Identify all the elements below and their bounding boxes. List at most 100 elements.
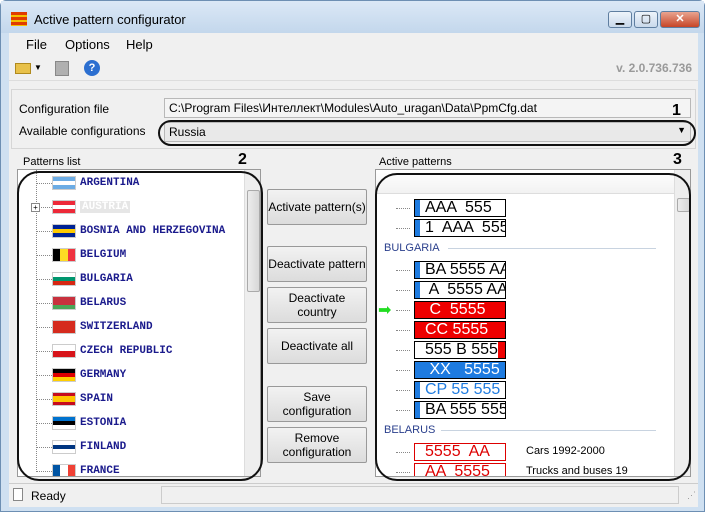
deactivate-country-button[interactable]: Deactivate country [267, 287, 367, 323]
tree-connector [396, 350, 410, 351]
remove-configuration-button[interactable]: Remove configuration [267, 427, 367, 463]
tree-connector [36, 207, 52, 208]
flag-stripe [53, 369, 75, 373]
flag-icon [52, 248, 76, 262]
plate-text: AA 5555 [425, 463, 490, 477]
active-scrollbar[interactable] [674, 170, 690, 476]
flag-stripe [53, 225, 75, 229]
maximize-button[interactable]: ▢ [634, 11, 658, 28]
country-item[interactable]: SPAIN [18, 388, 248, 412]
save-configuration-button[interactable]: Save configuration [267, 386, 367, 422]
tree-line [36, 170, 37, 470]
pattern-row[interactable]: AA 5555 Trucks and buses 19 [376, 462, 666, 477]
pattern-row[interactable]: A 5555 AA [376, 280, 666, 300]
country-item[interactable]: BELARUS [18, 292, 248, 316]
tree-connector [396, 472, 410, 473]
tree-connector [36, 327, 52, 328]
pattern-description: Cars 1992-2000 [526, 445, 605, 457]
tree-connector [36, 183, 52, 184]
pattern-row[interactable]: CC 5555 [376, 320, 666, 340]
tree-connector [36, 375, 52, 376]
tree-connector [36, 351, 52, 352]
pattern-row[interactable]: BA 555 555 [376, 400, 666, 420]
tree-connector [396, 290, 410, 291]
chevron-down-icon[interactable]: ▼ [677, 125, 686, 135]
tree-connector [36, 399, 52, 400]
country-item[interactable]: BELGIUM [18, 244, 248, 268]
resize-grip-icon[interactable]: ⋰ [687, 490, 696, 500]
activate-patterns-button[interactable]: Activate pattern(s) [267, 189, 367, 225]
plate-text: 1 AAA 555 [425, 219, 506, 236]
toolbar: ▼ ? v. 2.0.736.736 [9, 55, 698, 81]
country-item[interactable]: + AUSTRIA [18, 196, 248, 220]
country-name: BELARUS [80, 297, 127, 309]
help-icon[interactable]: ? [84, 60, 100, 76]
deactivate-all-button[interactable]: Deactivate all [267, 328, 367, 364]
country-item[interactable]: ESTONIA [18, 412, 248, 436]
country-item[interactable]: BULGARIA [18, 268, 248, 292]
flag-stripe [53, 441, 75, 445]
active-patterns-list[interactable]: AAA 555 1 AAA 555 BULGARIA BA 5555 AA A 555… [375, 169, 691, 477]
country-item[interactable]: CZECH REPUBLIC [18, 340, 248, 364]
tree-connector [396, 370, 410, 371]
country-name: BULGARIA [80, 273, 133, 285]
deactivate-pattern-button[interactable]: Deactivate pattern [267, 246, 367, 282]
country-name: GERMANY [80, 369, 127, 381]
plate-pattern: C 5555 [414, 301, 506, 319]
flag-icon [52, 320, 76, 334]
open-folder-icon[interactable] [15, 63, 31, 74]
dropdown-arrow-icon[interactable]: ▼ [34, 63, 42, 72]
flag-stripe [53, 351, 75, 357]
country-name: SWITZERLAND [80, 321, 153, 333]
country-item[interactable]: SWITZERLAND [18, 316, 248, 340]
plate-pattern: CP 55 555 [414, 381, 506, 399]
flag-stripe [60, 465, 68, 476]
plate-strip [498, 342, 505, 358]
patterns-tree[interactable]: ARGENTINA + AUSTRIA BOSNIA AND HERZEGOVINA B… [17, 169, 261, 477]
plate-pattern: CC 5555 [414, 321, 506, 339]
menu-file[interactable]: File [26, 37, 47, 52]
plate-pattern: XX 5555 [414, 361, 506, 379]
country-item[interactable]: FRANCE [18, 460, 248, 476]
pattern-row[interactable]: 5555 AA Cars 1992-2000 [376, 442, 666, 462]
patterns-scrollbar[interactable] [244, 170, 260, 476]
flag-stripe [53, 229, 75, 233]
configuration-file-label: Configuration file [19, 102, 110, 116]
country-item[interactable]: ARGENTINA [18, 172, 248, 196]
menu-options[interactable]: Options [65, 37, 110, 52]
flag-icon [52, 416, 76, 430]
flag-icon [52, 296, 76, 310]
plate-text: CC 5555 [425, 321, 489, 338]
pattern-row[interactable]: AAA 555 [376, 198, 666, 218]
tree-connector [36, 423, 52, 424]
pattern-row[interactable]: ➡ C 5555 [376, 300, 666, 320]
window-title: Active pattern configurator [34, 12, 186, 27]
menu-bar: File Options Help [9, 33, 698, 55]
country-name: ESTONIA [80, 417, 127, 429]
save-disk-icon[interactable] [55, 61, 69, 76]
section-header: BULGARIA [384, 242, 440, 254]
country-name: ARGENTINA [80, 177, 140, 189]
plate-text: 555 B 555 [425, 341, 498, 358]
country-item[interactable]: FINLAND [18, 436, 248, 460]
close-button[interactable]: ✕ [660, 11, 700, 28]
pattern-row[interactable]: BA 5555 AA [376, 260, 666, 280]
flag-icon [52, 200, 76, 214]
pattern-row[interactable]: 555 B 555 [376, 340, 666, 360]
pattern-row[interactable]: XX 5555 [376, 360, 666, 380]
country-item[interactable]: GERMANY [18, 364, 248, 388]
status-bar: Ready ⋰ [9, 483, 698, 507]
flag-stripe [53, 249, 61, 261]
minimize-button[interactable]: ▁ [608, 11, 632, 28]
expand-icon[interactable]: + [31, 203, 40, 212]
pattern-row[interactable]: CP 55 555 [376, 380, 666, 400]
tree-connector [396, 330, 410, 331]
plate-text: XX 5555 [425, 361, 500, 378]
available-configurations-select[interactable]: Russia ▼ [164, 122, 691, 142]
plate-text: BA 5555 AA [425, 261, 506, 278]
configuration-file-field[interactable]: C:\Program Files\Интеллект\Modules\Auto_… [164, 98, 691, 118]
pattern-row[interactable]: 1 AAA 555 [376, 218, 666, 238]
country-item[interactable]: BOSNIA AND HERZEGOVINA [18, 220, 248, 244]
menu-help[interactable]: Help [126, 37, 153, 52]
